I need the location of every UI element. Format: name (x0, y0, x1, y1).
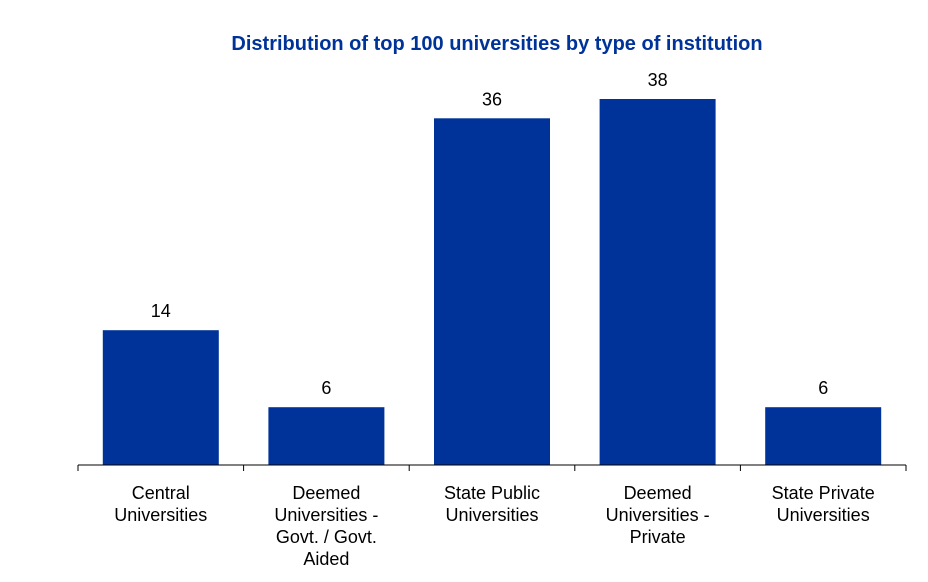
category-label-3: State Public Universities (444, 483, 540, 525)
category-label-4: Deemed Universities -Private (606, 483, 710, 547)
x-axis (77, 464, 907, 471)
bars-layer (102, 99, 882, 466)
bar-1 (102, 330, 219, 465)
data-label-3: 36 (482, 89, 502, 109)
data-label-5: 6 (818, 378, 828, 398)
data-label-2: 6 (321, 378, 331, 398)
category-label-1: Central Universities (114, 483, 207, 525)
chart-title: Distribution of top 100 universities by … (231, 33, 762, 55)
bar-4 (599, 99, 716, 465)
category-label-2: Deemed Universities -Govt. / Govt. Aided (274, 483, 378, 569)
bar-3 (434, 118, 550, 466)
value-labels-layer: 14 6 36 38 6 (151, 70, 828, 398)
category-label-5: State Private Universities (772, 483, 875, 525)
data-label-4: 38 (648, 70, 668, 90)
category-labels-layer: Central Universities Deemed Universities -G… (114, 483, 874, 569)
bar-2 (268, 407, 385, 465)
bar-5 (765, 407, 882, 465)
data-label-1: 14 (151, 301, 171, 321)
